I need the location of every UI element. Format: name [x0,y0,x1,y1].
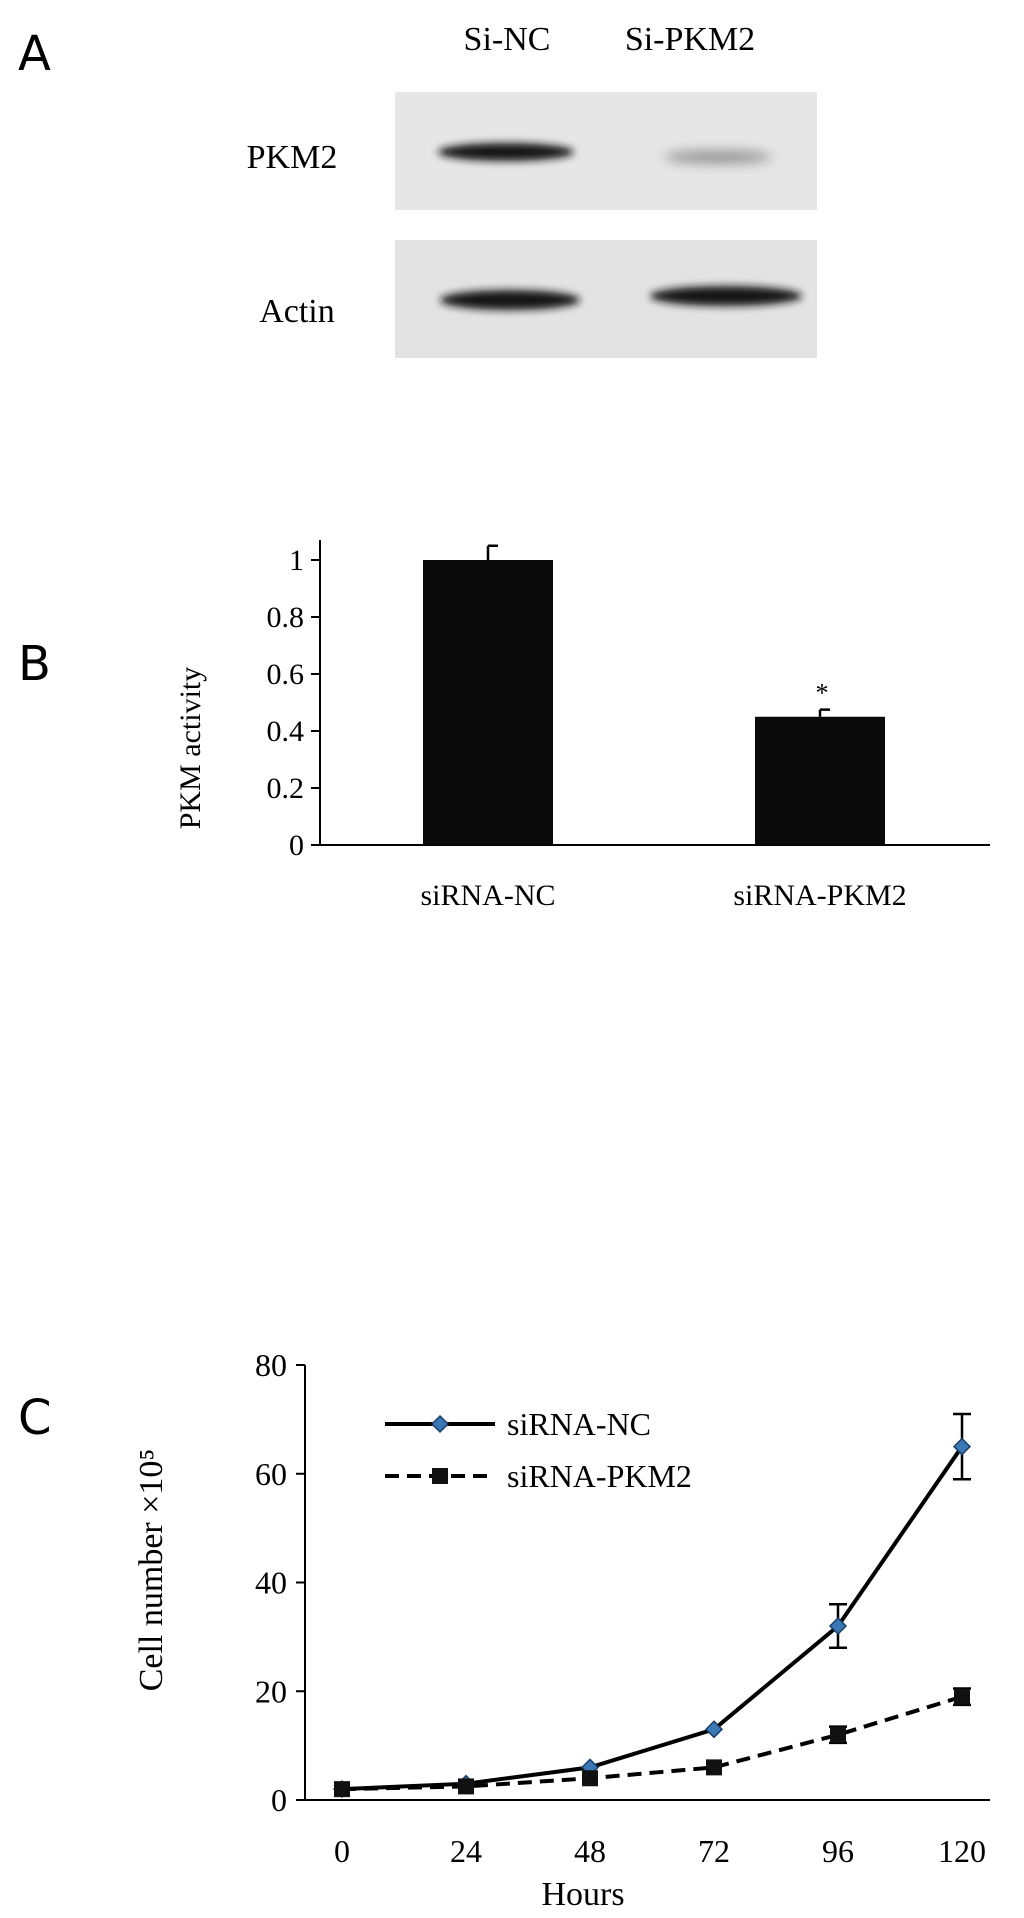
line-chart-y-ticks: 0 20 40 60 80 [255,1347,305,1818]
line-chart-x-tick-label: 24 [450,1833,482,1869]
legend-marker-sirna-nc [430,1414,450,1434]
series-line-sirna-pkm2 [341,1694,963,1792]
bar-sirna-pkm2 [755,716,885,845]
legend-label-sirna-pkm2: siRNA-PKM2 [507,1458,692,1494]
bar-chart-y-ticks: 0 0.2 0.4 0.6 0.8 1 [267,544,320,862]
bar-chart-y-tick-label: 0.4 [267,715,305,748]
point-sirna-pkm2 [706,1759,722,1776]
point-sirna-pkm2 [582,1770,598,1787]
band-actin-si-pkm2 [650,286,802,306]
bar-chart-axes [319,540,990,846]
lane-label-si-nc: Si-NC [464,21,551,58]
bar-chart-x-label-sirna-nc: siRNA-NC [420,879,555,912]
line-chart-x-ticks: 0 24 48 72 96 120 [334,1833,986,1869]
line-chart-y-tick-label: 60 [255,1456,287,1492]
point-sirna-pkm2 [458,1778,474,1795]
bar-chart-x-label-sirna-pkm2: siRNA-PKM2 [733,879,906,912]
bar-chart-y-tick-label: 1 [289,544,304,577]
point-sirna-nc [828,1616,848,1636]
row-label-pkm2: PKM2 [247,139,338,176]
western-blot: Si-NC Si-PKM2 PKM2 Actin [247,21,817,358]
band-pkm2-si-nc [438,143,574,161]
point-sirna-nc [952,1437,972,1456]
series-line-sirna-nc [341,1445,964,1792]
bar-chart-y-tick-label: 0 [289,829,304,862]
band-actin-si-nc [440,290,580,310]
bar-chart-bars: * [423,544,885,845]
line-chart-x-tick-label: 96 [822,1833,854,1869]
line-chart-series [332,1412,972,1799]
bar-chart-y-tick-label: 0.6 [267,658,305,691]
line-chart-x-tick-label: 48 [574,1833,606,1869]
row-label-actin: Actin [259,293,335,330]
bar-chart-y-tick-label: 0.8 [267,601,305,634]
legend-marker-sirna-pkm2 [432,1468,448,1484]
line-chart-ylabel: Cell number ×10⁵ [133,1449,170,1692]
line-chart-legend: siRNA-NC siRNA-PKM2 [385,1406,692,1494]
band-pkm2-si-pkm2 [664,151,772,163]
line-chart-x-tick-label: 0 [334,1833,350,1869]
point-sirna-pkm2 [334,1781,350,1798]
series-sirna-pkm2 [334,1687,971,1798]
line-chart-y-tick-label: 0 [271,1782,287,1818]
panel-label-c: C [18,1390,52,1446]
line-chart-cell-number: Cell number ×10⁵ Hours 0 20 40 60 80 0 24 48 72… [133,1347,990,1913]
bar-chart-y-tick-label: 0.2 [267,772,305,805]
line-chart-x-tick-label: 72 [698,1833,730,1869]
line-chart-x-tick-label: 120 [938,1833,986,1869]
panel-label-a: A [18,26,51,82]
panel-label-b: B [18,636,51,692]
point-sirna-pkm2 [830,1726,846,1743]
legend-label-sirna-nc: siRNA-NC [507,1406,651,1442]
bar-chart-ylabel: PKM activity [174,667,207,830]
point-sirna-nc [704,1720,724,1739]
lane-label-si-pkm2: Si-PKM2 [625,21,755,58]
bar-chart-pkm-activity: PKM activity 00.20.40.60.81 * siRNA-NC si… [174,540,990,912]
significance-marker: * [816,679,829,708]
line-chart-y-tick-label: 80 [255,1347,287,1383]
line-chart-y-tick-label: 40 [255,1565,287,1601]
line-chart-xlabel: Hours [541,1876,624,1913]
bar-sirna-nc [423,560,553,845]
bar-chart-x-labels: siRNA-NC siRNA-PKM2 [420,879,906,912]
line-chart-y-tick-label: 20 [255,1673,287,1709]
point-sirna-pkm2 [954,1688,970,1705]
